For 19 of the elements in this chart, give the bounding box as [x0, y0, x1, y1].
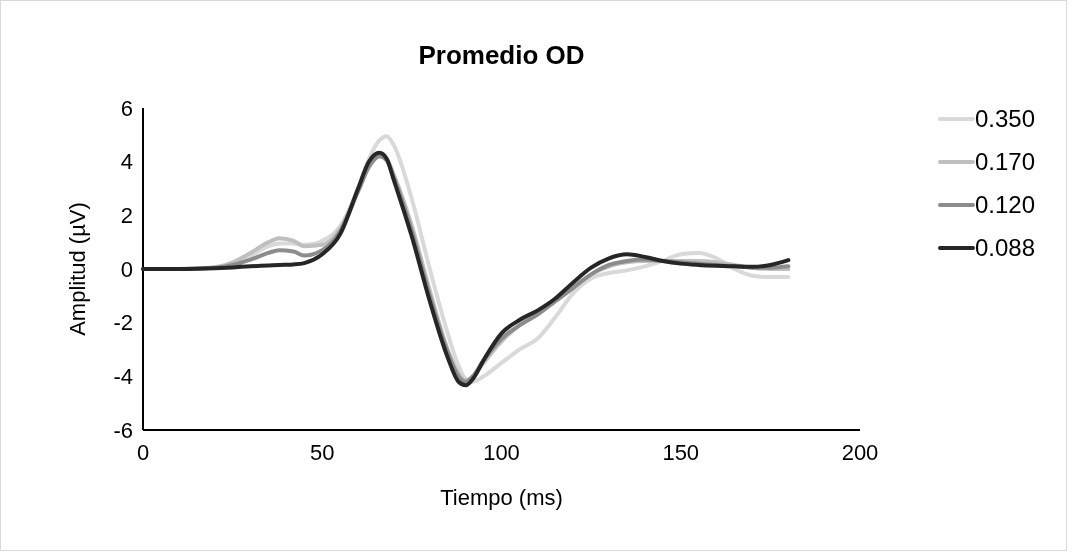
- legend-label: 0.120: [975, 191, 1036, 219]
- chart-title: Promedio OD: [418, 40, 585, 70]
- y-tick-label: 4: [120, 149, 133, 175]
- y-tick-label: 6: [120, 95, 133, 121]
- y-tick-label: 0: [120, 256, 133, 282]
- y-tick-label: -2: [113, 310, 133, 336]
- x-tick-label: 50: [310, 440, 335, 465]
- y-axis-title: Amplitud (µV): [65, 202, 90, 336]
- y-tick-label: -6: [113, 417, 133, 443]
- x-axis-title: Tiempo (ms): [440, 485, 563, 510]
- x-tick-label: 200: [841, 440, 879, 465]
- x-tick-label: 0: [136, 440, 150, 465]
- x-tick-label: 100: [483, 440, 520, 465]
- legend-label: 0.088: [975, 234, 1036, 262]
- x-tick-label: 150: [662, 440, 700, 465]
- legend-label: 0.170: [975, 148, 1036, 176]
- legend-label: 0.350: [975, 105, 1036, 133]
- y-tick-label: -4: [113, 364, 133, 390]
- y-tick-label: 2: [120, 203, 133, 229]
